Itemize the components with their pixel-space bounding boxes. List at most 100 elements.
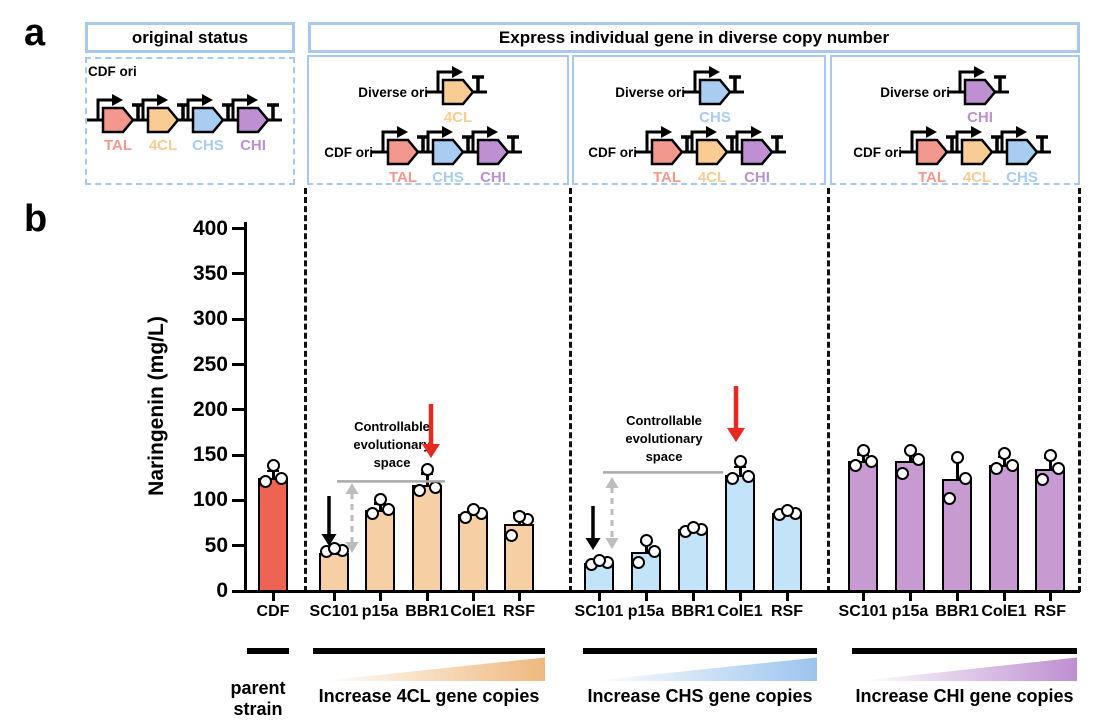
- parent-strain-caption: parent strain: [230, 678, 286, 719]
- x-tick-label: RSF: [771, 603, 803, 620]
- x-tick: [517, 592, 521, 601]
- bar: [772, 513, 802, 592]
- x-tick: [738, 592, 742, 601]
- data-point: [1043, 448, 1057, 462]
- data-point: [639, 533, 653, 547]
- gene-copies-gradient-icon: [860, 657, 1077, 681]
- diagram-4cl-panel: [307, 55, 569, 185]
- gray-double-arrow-icon: [605, 477, 619, 488]
- bar: [848, 461, 878, 592]
- data-point: [780, 503, 794, 517]
- x-tick-label: SC101: [574, 603, 624, 620]
- y-tick: [232, 363, 245, 366]
- error-bar: [1003, 456, 1006, 474]
- y-tick-label: 100: [192, 488, 228, 512]
- y-tick: [232, 408, 245, 412]
- y-tick: [232, 544, 245, 548]
- data-point: [733, 454, 747, 468]
- diagram-chs-panel: [572, 55, 826, 185]
- x-tick-label: p15a: [891, 603, 929, 620]
- x-tick: [955, 592, 959, 601]
- error-bar: [272, 470, 275, 485]
- x-tick: [908, 592, 912, 601]
- data-point: [864, 454, 878, 468]
- group-caption: Increase CHS gene copies: [587, 686, 813, 706]
- data-point: [686, 521, 700, 535]
- x-tick-label: ColE1: [981, 603, 1027, 620]
- black-down-arrow-icon: [585, 538, 601, 550]
- panel-b-label: b: [24, 198, 48, 240]
- group-separator-line: [304, 188, 307, 592]
- y-tick: [232, 317, 245, 321]
- y-tick: [232, 498, 245, 502]
- x-tick-label: BBR1: [671, 603, 715, 620]
- data-point: [950, 451, 964, 465]
- y-tick-label: 350: [192, 261, 228, 285]
- data-point: [647, 544, 661, 558]
- x-tick: [597, 592, 601, 601]
- x-tick: [785, 592, 789, 601]
- x-tick-label: p15a: [627, 603, 665, 620]
- gray-double-arrow-icon: [605, 538, 619, 549]
- data-point: [741, 470, 755, 484]
- x-tick: [691, 592, 695, 601]
- data-point: [911, 453, 925, 467]
- error-bar: [909, 449, 912, 474]
- y-tick-label: 0: [216, 579, 228, 602]
- y-tick: [232, 453, 245, 457]
- data-point: [381, 502, 395, 516]
- bar: [412, 484, 442, 592]
- error-bar: [379, 503, 382, 518]
- diagram-chi-panel: [830, 55, 1080, 185]
- express-header: Express individual gene in diverse copy …: [308, 22, 1080, 53]
- error-bar: [518, 513, 521, 535]
- y-tick-label: 300: [192, 307, 228, 331]
- data-point: [1035, 473, 1049, 487]
- x-tick: [332, 592, 336, 601]
- y-tick-label: 250: [192, 352, 228, 376]
- gene-copies-gradient-icon: [321, 657, 545, 681]
- group-underline: [852, 648, 1077, 654]
- y-axis-line: [243, 222, 247, 593]
- controllable-space-text: Controllable evolutionary space: [625, 413, 703, 464]
- data-point: [466, 502, 480, 516]
- data-point: [903, 444, 917, 458]
- gray-double-arrow-icon: [345, 483, 359, 494]
- data-point: [512, 510, 526, 524]
- bar: [725, 475, 755, 592]
- y-tick-label: 50: [204, 533, 228, 557]
- bar: [989, 465, 1019, 592]
- data-point: [258, 474, 272, 488]
- original-status-header: original status: [85, 22, 295, 53]
- y-tick: [232, 272, 245, 276]
- error-bar: [739, 466, 742, 484]
- x-tick-label: ColE1: [450, 603, 496, 620]
- group-separator-line: [827, 188, 830, 592]
- data-point: [725, 472, 739, 486]
- y-tick-label: 200: [192, 397, 228, 421]
- y-tick: [232, 227, 245, 231]
- data-point: [1051, 462, 1065, 476]
- error-bar: [862, 454, 865, 469]
- data-point: [958, 472, 972, 486]
- x-tick: [378, 592, 382, 601]
- data-point: [1005, 458, 1019, 472]
- data-point: [412, 483, 426, 497]
- bar: [365, 510, 395, 592]
- data-point: [373, 492, 387, 506]
- data-point: [997, 446, 1011, 460]
- controllable-space-text: Controllable evolutionary space: [353, 419, 431, 470]
- x-tick-label: BBR1: [935, 603, 979, 620]
- x-tick-label: CDF: [256, 603, 290, 620]
- bar: [319, 552, 349, 592]
- data-point: [266, 459, 280, 473]
- data-point: [274, 472, 288, 486]
- panel-a-label: a: [24, 12, 46, 54]
- data-point: [942, 492, 956, 506]
- data-point: [365, 506, 379, 520]
- bar: [458, 513, 488, 592]
- error-bar: [1049, 457, 1052, 480]
- bar: [895, 461, 925, 592]
- group-separator-line: [1078, 188, 1081, 592]
